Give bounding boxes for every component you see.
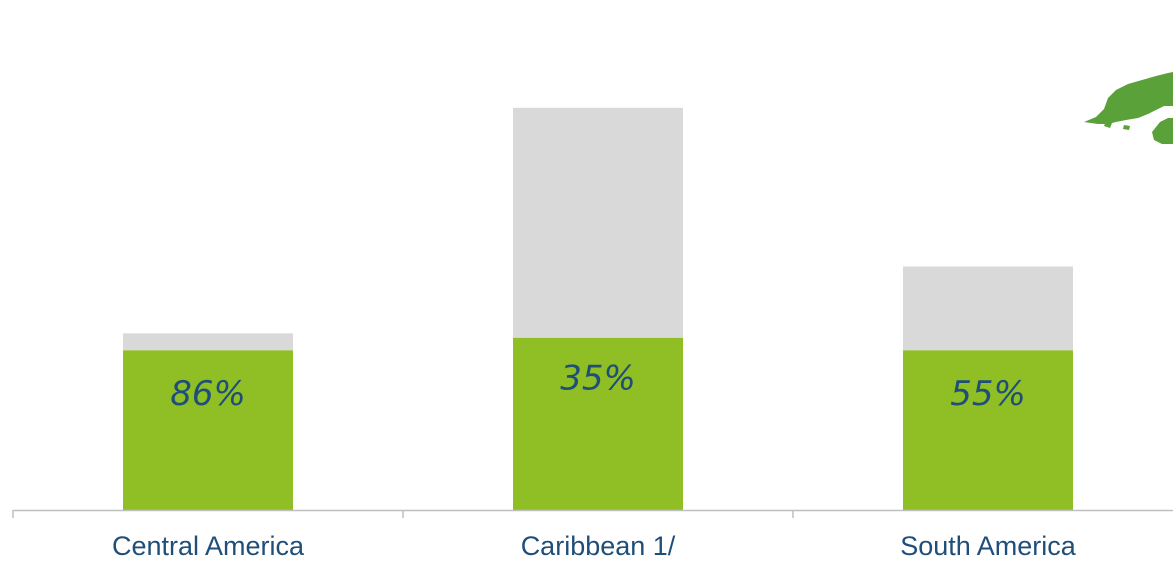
x-axis xyxy=(12,509,1173,518)
category-label-2: South America xyxy=(900,531,1077,561)
caribbean-islands-map-icon xyxy=(1084,72,1173,144)
bar-remainder-1 xyxy=(513,107,683,338)
data-label-0: 86% xyxy=(170,374,246,414)
data-label-2: 55% xyxy=(950,374,1026,414)
bar-share-1 xyxy=(513,337,683,510)
bar-share-2 xyxy=(903,350,1073,510)
category-label-0: Central America xyxy=(112,531,305,561)
bar-remainder-2 xyxy=(903,266,1073,351)
bars-layer xyxy=(123,107,1073,510)
bar-share-0 xyxy=(123,350,293,510)
bar-remainder-0 xyxy=(123,333,293,351)
labels-layer: 86% Central America 35% Caribbean 1/55% Sout… xyxy=(112,359,1077,561)
category-label-1: Caribbean 1/ xyxy=(521,531,676,561)
data-label-1: 35% xyxy=(560,359,636,399)
